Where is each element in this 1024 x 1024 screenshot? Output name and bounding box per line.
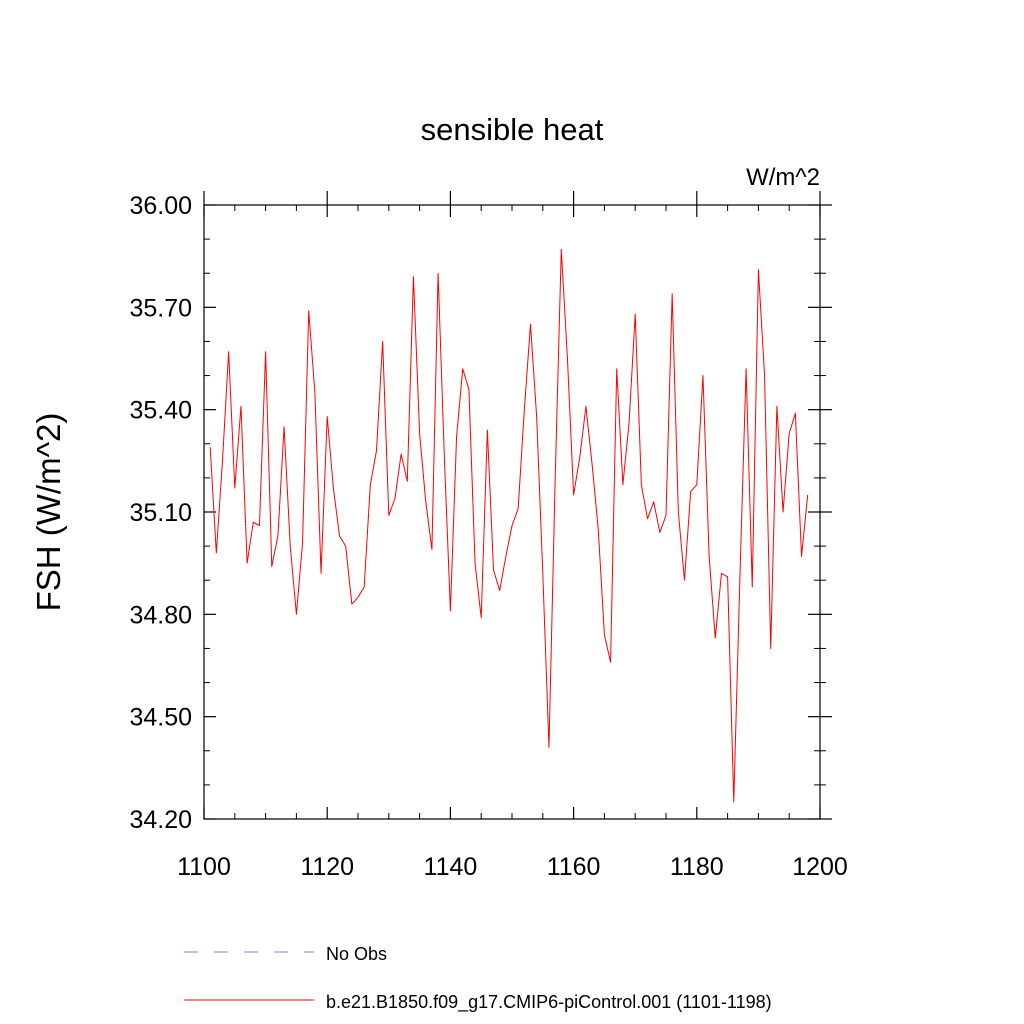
y-ticks: 34.20 34.50 34.80 35.10 35.40 35.70 36.00 — [129, 192, 832, 834]
x-tick-label: 1100 — [177, 853, 231, 881]
legend-label-0: b.e21.B1850.f09_g17.CMIP6-piControl.001 … — [326, 992, 772, 1013]
x-tick-label: 1200 — [792, 853, 848, 881]
x-tick-label: 1180 — [670, 853, 724, 881]
y-tick-label: 34.50 — [129, 704, 192, 732]
chart-title: sensible heat — [421, 112, 604, 147]
y-tick-label: 35.10 — [129, 499, 192, 527]
legend-label-1: No Obs — [326, 944, 387, 964]
y-tick-label: 35.70 — [129, 294, 192, 322]
series-group — [209, 248, 809, 803]
series-line-0 — [209, 248, 809, 803]
x-tick-label: 1140 — [424, 853, 478, 881]
y-tick-label: 36.00 — [129, 192, 192, 220]
plot-frame — [203, 204, 821, 820]
x-tick-label: 1160 — [547, 853, 601, 881]
y-axis-label: FSH (W/m^2) — [30, 413, 67, 612]
legend: No Obs b.e21.B1850.f09_g17.CMIP6-piContro… — [184, 944, 772, 1013]
y-tick-label: 34.80 — [129, 601, 192, 629]
x-tick-label: 1120 — [300, 853, 354, 881]
units-label: W/m^2 — [746, 164, 820, 191]
x-ticks: 1100 1120 1140 1160 1180 1200 — [177, 191, 848, 881]
y-tick-label: 35.40 — [129, 397, 192, 425]
plot-axes — [203, 204, 821, 820]
y-tick-label: 34.20 — [129, 806, 192, 834]
